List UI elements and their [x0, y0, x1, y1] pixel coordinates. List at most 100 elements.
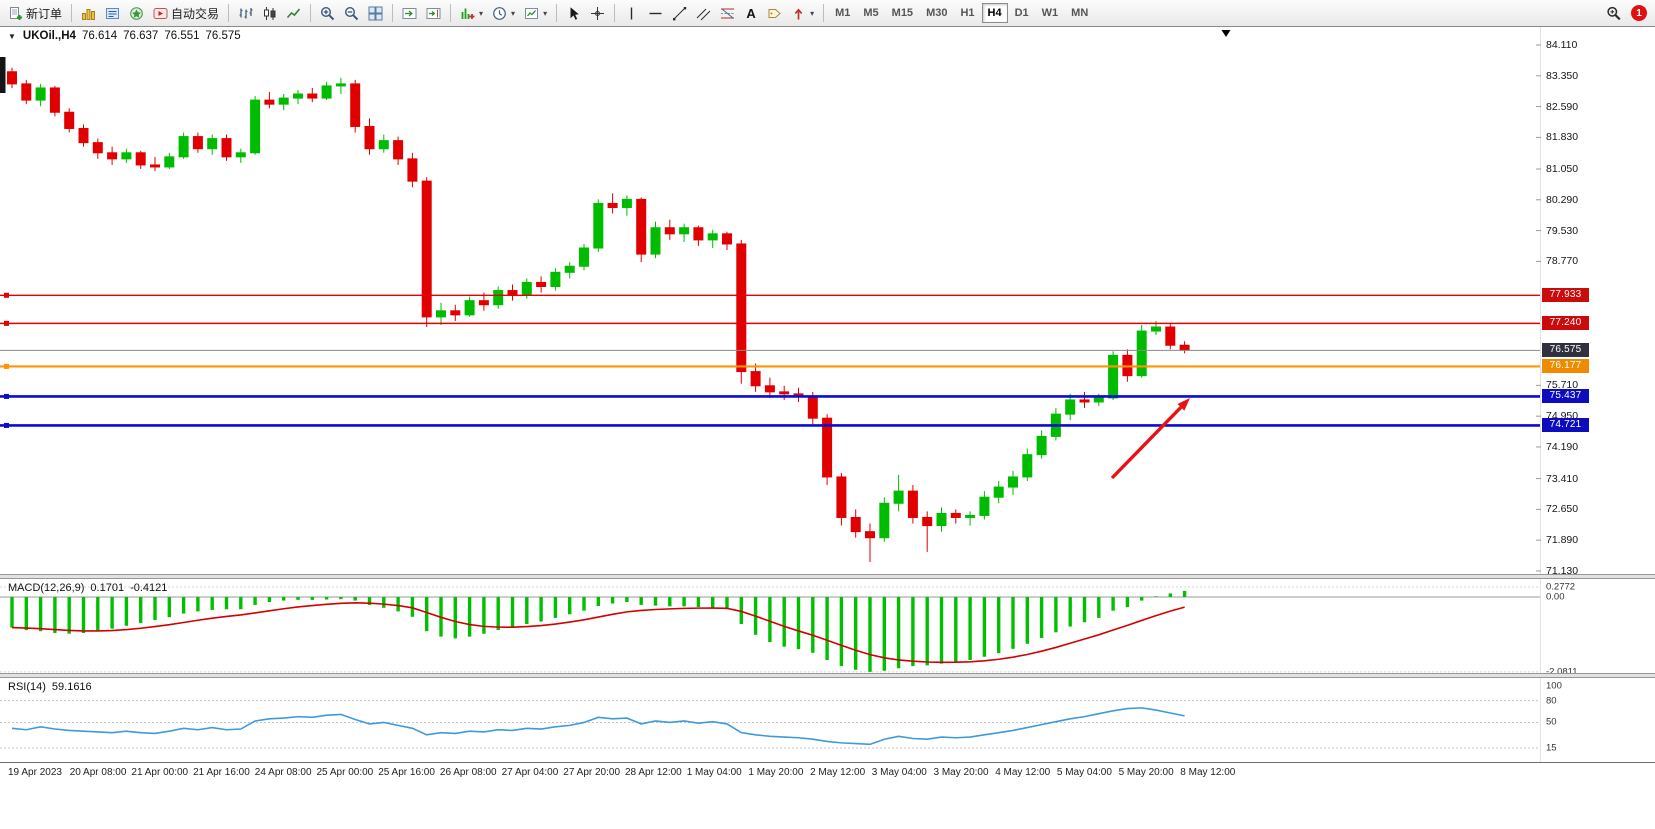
- price-chart-canvas[interactable]: [0, 27, 1655, 574]
- auto-trading-label: 自动交易: [171, 6, 220, 21]
- line-chart-icon: [286, 6, 301, 21]
- horizontal-line-button[interactable]: [644, 2, 667, 24]
- macd-value: 0.1701: [90, 582, 125, 594]
- search-button[interactable]: [1602, 2, 1625, 24]
- tile-windows-button[interactable]: [364, 2, 387, 24]
- chevron-down-icon: ▾: [543, 8, 548, 18]
- macd-canvas[interactable]: [0, 579, 1655, 673]
- end-marker-icon: [1221, 30, 1231, 37]
- toolbar-separator: [450, 4, 452, 22]
- time-axis-label: 28 Apr 12:00: [625, 767, 682, 778]
- timeframe-m15[interactable]: M15: [886, 3, 919, 23]
- new-order-button[interactable]: 新订单: [4, 2, 66, 24]
- ohlc-low: 76.551: [164, 30, 200, 42]
- notification-badge[interactable]: 1: [1631, 5, 1647, 21]
- auto-scroll-button[interactable]: [398, 2, 421, 24]
- timeframe-mn[interactable]: MN: [1065, 3, 1094, 23]
- price-axis-label: 80.290: [1546, 193, 1579, 206]
- panel-splitter[interactable]: [0, 574, 1655, 579]
- charts-button[interactable]: [77, 2, 100, 24]
- search-icon: [1606, 6, 1621, 21]
- market-watch-button[interactable]: [101, 2, 124, 24]
- arrows-button[interactable]: ▾: [787, 2, 818, 24]
- toolbar-right-group: 1: [1602, 2, 1651, 24]
- macd-signal-value: -0.4121: [130, 582, 168, 594]
- chart-candles-button[interactable]: [258, 2, 281, 24]
- support-line-2-handle[interactable]: [4, 422, 9, 428]
- partial-candle: [0, 57, 6, 93]
- vertical-line-icon: [624, 6, 639, 21]
- zoom-in-button[interactable]: [316, 2, 339, 24]
- auto-trading-button[interactable]: 自动交易: [149, 2, 223, 24]
- price-badge-74.721: 74.721: [1542, 418, 1589, 433]
- time-axis-label: 21 Apr 00:00: [131, 767, 189, 778]
- cursor-icon: [566, 6, 581, 21]
- cursor-button[interactable]: [562, 2, 585, 24]
- vertical-line-button[interactable]: [620, 2, 643, 24]
- rsi-line: [11, 707, 1185, 746]
- chart-line-button[interactable]: [282, 2, 305, 24]
- time-axis[interactable]: 19 Apr 2023 20 Apr 08:00 21 Apr 00:00 21 Ap…: [0, 762, 1655, 781]
- new-order-icon: [8, 6, 23, 21]
- timeframe-m30[interactable]: M30: [920, 3, 953, 23]
- timeframe-h1[interactable]: H1: [954, 3, 980, 23]
- support-line-1-handle[interactable]: [4, 393, 9, 399]
- ohlc-high: 76.637: [123, 30, 159, 42]
- text-button[interactable]: A: [740, 2, 762, 24]
- time-axis-label: 25 Apr 16:00: [378, 767, 435, 778]
- ohlc-close: 76.575: [205, 30, 241, 42]
- chart-shift-icon: [426, 6, 441, 21]
- templates-button[interactable]: ▾: [520, 2, 551, 24]
- timeframe-d1[interactable]: D1: [1009, 3, 1035, 23]
- zoom-in-icon: [320, 6, 335, 21]
- periods-button[interactable]: ▾: [488, 2, 519, 24]
- time-axis-label: 25 Apr 00:00: [316, 767, 374, 778]
- rsi-canvas[interactable]: [0, 678, 1655, 762]
- toolbar-separator: [614, 4, 616, 22]
- price-axis-label: 72.650: [1546, 503, 1579, 516]
- fibonacci-icon: [720, 6, 735, 21]
- panel-splitter[interactable]: [0, 673, 1655, 678]
- chart-shift-button[interactable]: [422, 2, 445, 24]
- time-axis-label: 19 Apr 2023: [8, 767, 62, 778]
- price-axis-label: 71.890: [1546, 534, 1579, 547]
- timeframe-m1[interactable]: M1: [829, 3, 856, 23]
- chart-bars-button[interactable]: [234, 2, 257, 24]
- trendline-icon: [672, 6, 687, 21]
- chart-header: ▼ UKOil.,H4 76.614 76.637 76.551 76.575: [8, 30, 241, 42]
- new-order-label: 新订单: [26, 6, 63, 21]
- auto-trading-icon: [153, 6, 168, 21]
- pivot-line-orange-handle[interactable]: [4, 363, 9, 369]
- channel-button[interactable]: [692, 2, 715, 24]
- indicators-icon: [460, 6, 475, 21]
- price-axis-label: 74.190: [1546, 440, 1579, 453]
- fibonacci-button[interactable]: [716, 2, 739, 24]
- price-badge-75.437: 75.437: [1542, 389, 1589, 404]
- crosshair-button[interactable]: [586, 2, 609, 24]
- timeframe-group: M1 M5 M15 M30 H1 H4 D1 W1 MN: [829, 3, 1094, 23]
- macd-axis-label: 0.2772: [1546, 581, 1576, 593]
- zoom-out-icon: [344, 6, 359, 21]
- timeframe-h4[interactable]: H4: [981, 3, 1008, 23]
- zoom-out-button[interactable]: [340, 2, 363, 24]
- price-axis-label: 84.110: [1546, 39, 1578, 51]
- resistance-line-2-handle[interactable]: [4, 320, 9, 326]
- ohlc-open: 76.614: [81, 30, 118, 42]
- navigator-button[interactable]: [125, 2, 148, 24]
- toolbar-separator: [556, 4, 558, 22]
- timeframe-w1[interactable]: W1: [1036, 3, 1065, 23]
- tile-windows-icon: [368, 6, 383, 21]
- timeframe-m5[interactable]: M5: [857, 3, 884, 23]
- price-axis-label: 81.830: [1546, 131, 1579, 144]
- horizontal-line-icon: [648, 6, 663, 21]
- toolbar-separator: [228, 4, 230, 22]
- resistance-line-1-handle[interactable]: [4, 292, 9, 298]
- trendline-button[interactable]: [668, 2, 691, 24]
- toolbar-separator: [392, 4, 394, 22]
- trend-arrow-annotation[interactable]: [1110, 398, 1190, 480]
- collapse-icon[interactable]: ▼: [8, 31, 16, 41]
- indicators-button[interactable]: ▾: [456, 2, 487, 24]
- label-button[interactable]: [763, 2, 786, 24]
- symbol-period-label: UKOil.,H4: [22, 30, 76, 42]
